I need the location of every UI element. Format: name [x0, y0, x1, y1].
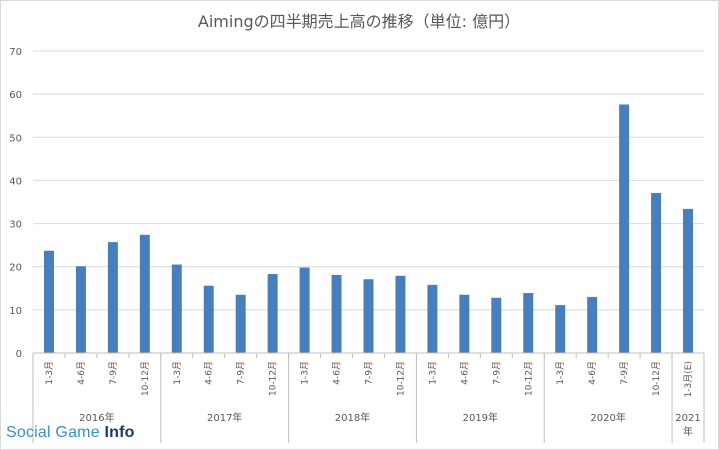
y-tick-label: 20 — [9, 263, 22, 274]
y-tick-label: 50 — [9, 133, 22, 144]
x-tick-label: 7-9月 — [491, 361, 502, 385]
x-tick-label: 1-3月 — [427, 361, 438, 385]
watermark-part2: Info — [104, 424, 135, 441]
watermark-part1: Social Game — [6, 424, 105, 441]
year-label: 2017年 — [207, 411, 242, 424]
y-axis-ticks: 0 10 20 30 40 50 60 70 — [9, 47, 22, 360]
year-label: 2020年 — [590, 411, 625, 424]
y-tick-label: 70 — [9, 47, 22, 58]
bar — [203, 285, 214, 353]
y-tick-label: 40 — [9, 176, 22, 187]
y-tick-label: 60 — [9, 90, 22, 101]
y-tick-label: 0 — [16, 349, 22, 360]
chart-title: Aimingの四半期売上高の推移（単位: 億円） — [198, 12, 520, 31]
bar — [459, 294, 470, 353]
bar — [235, 294, 246, 353]
bar — [651, 192, 662, 353]
x-tick-label: 4-6月 — [204, 361, 215, 385]
x-axis — [32, 352, 705, 443]
x-tick-label: 4-6月 — [332, 361, 343, 385]
bars — [43, 104, 694, 353]
y-tick-label: 30 — [9, 220, 22, 231]
x-tick-label: 4-6月 — [587, 361, 598, 385]
bar — [299, 267, 310, 353]
x-tick-label: 1-3月 — [44, 361, 55, 385]
x-tick-label: 1-3月 — [555, 361, 566, 385]
bar — [523, 293, 534, 353]
x-tick-label: 10-12月 — [651, 361, 662, 396]
year-labels: 2016年 2017年 2018年 2019年 2020年 2021 年 — [79, 411, 701, 438]
x-tick-label: 1-3月(E) — [683, 361, 694, 397]
year-label: 2016年 — [79, 411, 114, 424]
bar — [139, 234, 150, 353]
year-label: 2019年 — [463, 411, 498, 424]
x-tick-label: 7-9月 — [108, 361, 119, 385]
x-tick-label: 4-6月 — [459, 361, 470, 385]
bar — [555, 305, 566, 353]
x-tick-label: 10-12月 — [395, 361, 406, 396]
bar — [427, 284, 438, 353]
x-tick-label: 4-6月 — [76, 361, 87, 385]
bar — [491, 297, 502, 353]
grid-lines — [33, 50, 704, 311]
bar — [395, 275, 406, 353]
bar — [107, 242, 118, 353]
x-tick-label: 10-12月 — [523, 361, 534, 396]
x-tick-label: 7-9月 — [236, 361, 247, 385]
watermark-logo: Social Game Info — [6, 424, 135, 442]
bar — [75, 266, 86, 353]
year-label: 2018年 — [335, 411, 370, 424]
bar — [683, 208, 694, 353]
x-tick-label: 1-3月 — [172, 361, 183, 385]
bar — [619, 104, 630, 353]
year-label: 2021 年 — [675, 413, 700, 438]
x-tick-label: 1-3月 — [300, 361, 311, 385]
bar — [43, 250, 54, 353]
x-tick-label: 7-9月 — [364, 361, 375, 385]
bar — [171, 264, 182, 353]
category-labels: 1-3月 4-6月 7-9月 10-12月 1-3月 4-6月 7-9月 10-12月 1-3月… — [44, 361, 694, 397]
x-tick-label: 10-12月 — [140, 361, 151, 396]
y-tick-label: 10 — [9, 306, 22, 317]
x-tick-label: 10-12月 — [268, 361, 279, 396]
x-tick-label: 7-9月 — [619, 361, 630, 385]
bar — [363, 279, 374, 353]
bar — [267, 274, 278, 353]
bar — [587, 296, 598, 353]
bar — [331, 274, 342, 353]
